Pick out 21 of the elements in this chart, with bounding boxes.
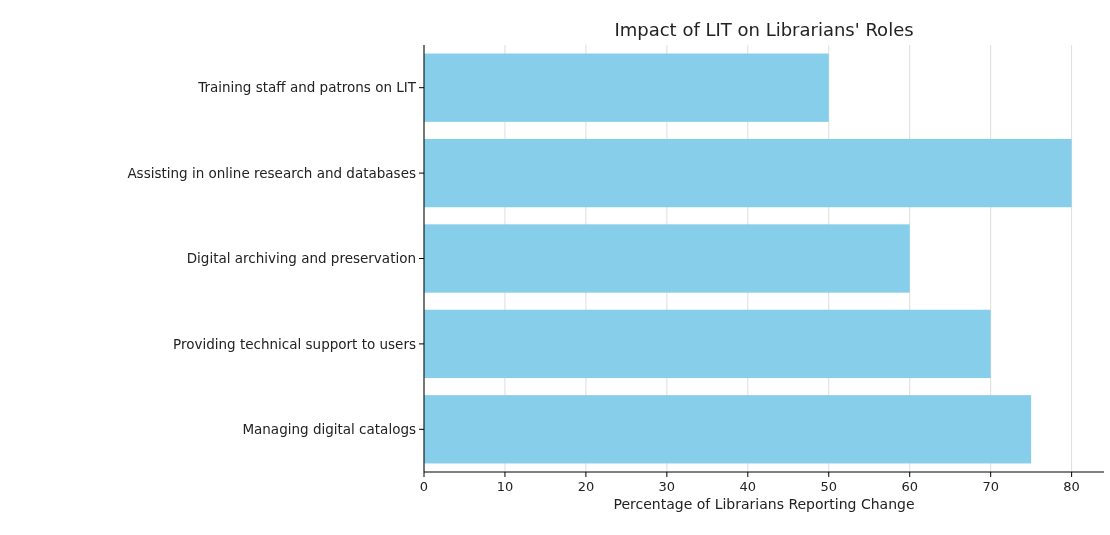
- x-tick-label: 60: [901, 479, 918, 494]
- bar: [424, 224, 910, 293]
- x-tick-label: 70: [982, 479, 999, 494]
- y-tick-label: Providing technical support to users: [173, 335, 416, 352]
- bar: [424, 138, 1072, 208]
- y-tick-label: Training staff and patrons on LIT: [197, 79, 417, 96]
- x-tick-label: 10: [496, 479, 514, 494]
- x-tick-label: 50: [820, 479, 838, 494]
- x-axis-title: Percentage of Librarians Reporting Change: [613, 496, 915, 512]
- x-tick-label: 80: [1063, 479, 1080, 494]
- y-tick-label: Managing digital catalogs: [242, 421, 416, 438]
- y-tick-label: Digital archiving and preservation: [186, 250, 416, 267]
- x-tick-label: 30: [658, 479, 676, 494]
- x-tick-label: 0: [419, 479, 429, 494]
- bar: [424, 53, 829, 122]
- y-tick-label: Assisting in online research and databases: [127, 164, 416, 181]
- bar: [424, 309, 991, 379]
- bar: [424, 395, 1032, 464]
- x-tick-label: 20: [577, 479, 595, 494]
- chart-title: Impact of LIT on Librarians' Roles: [614, 19, 914, 40]
- x-tick-label: 40: [739, 479, 757, 494]
